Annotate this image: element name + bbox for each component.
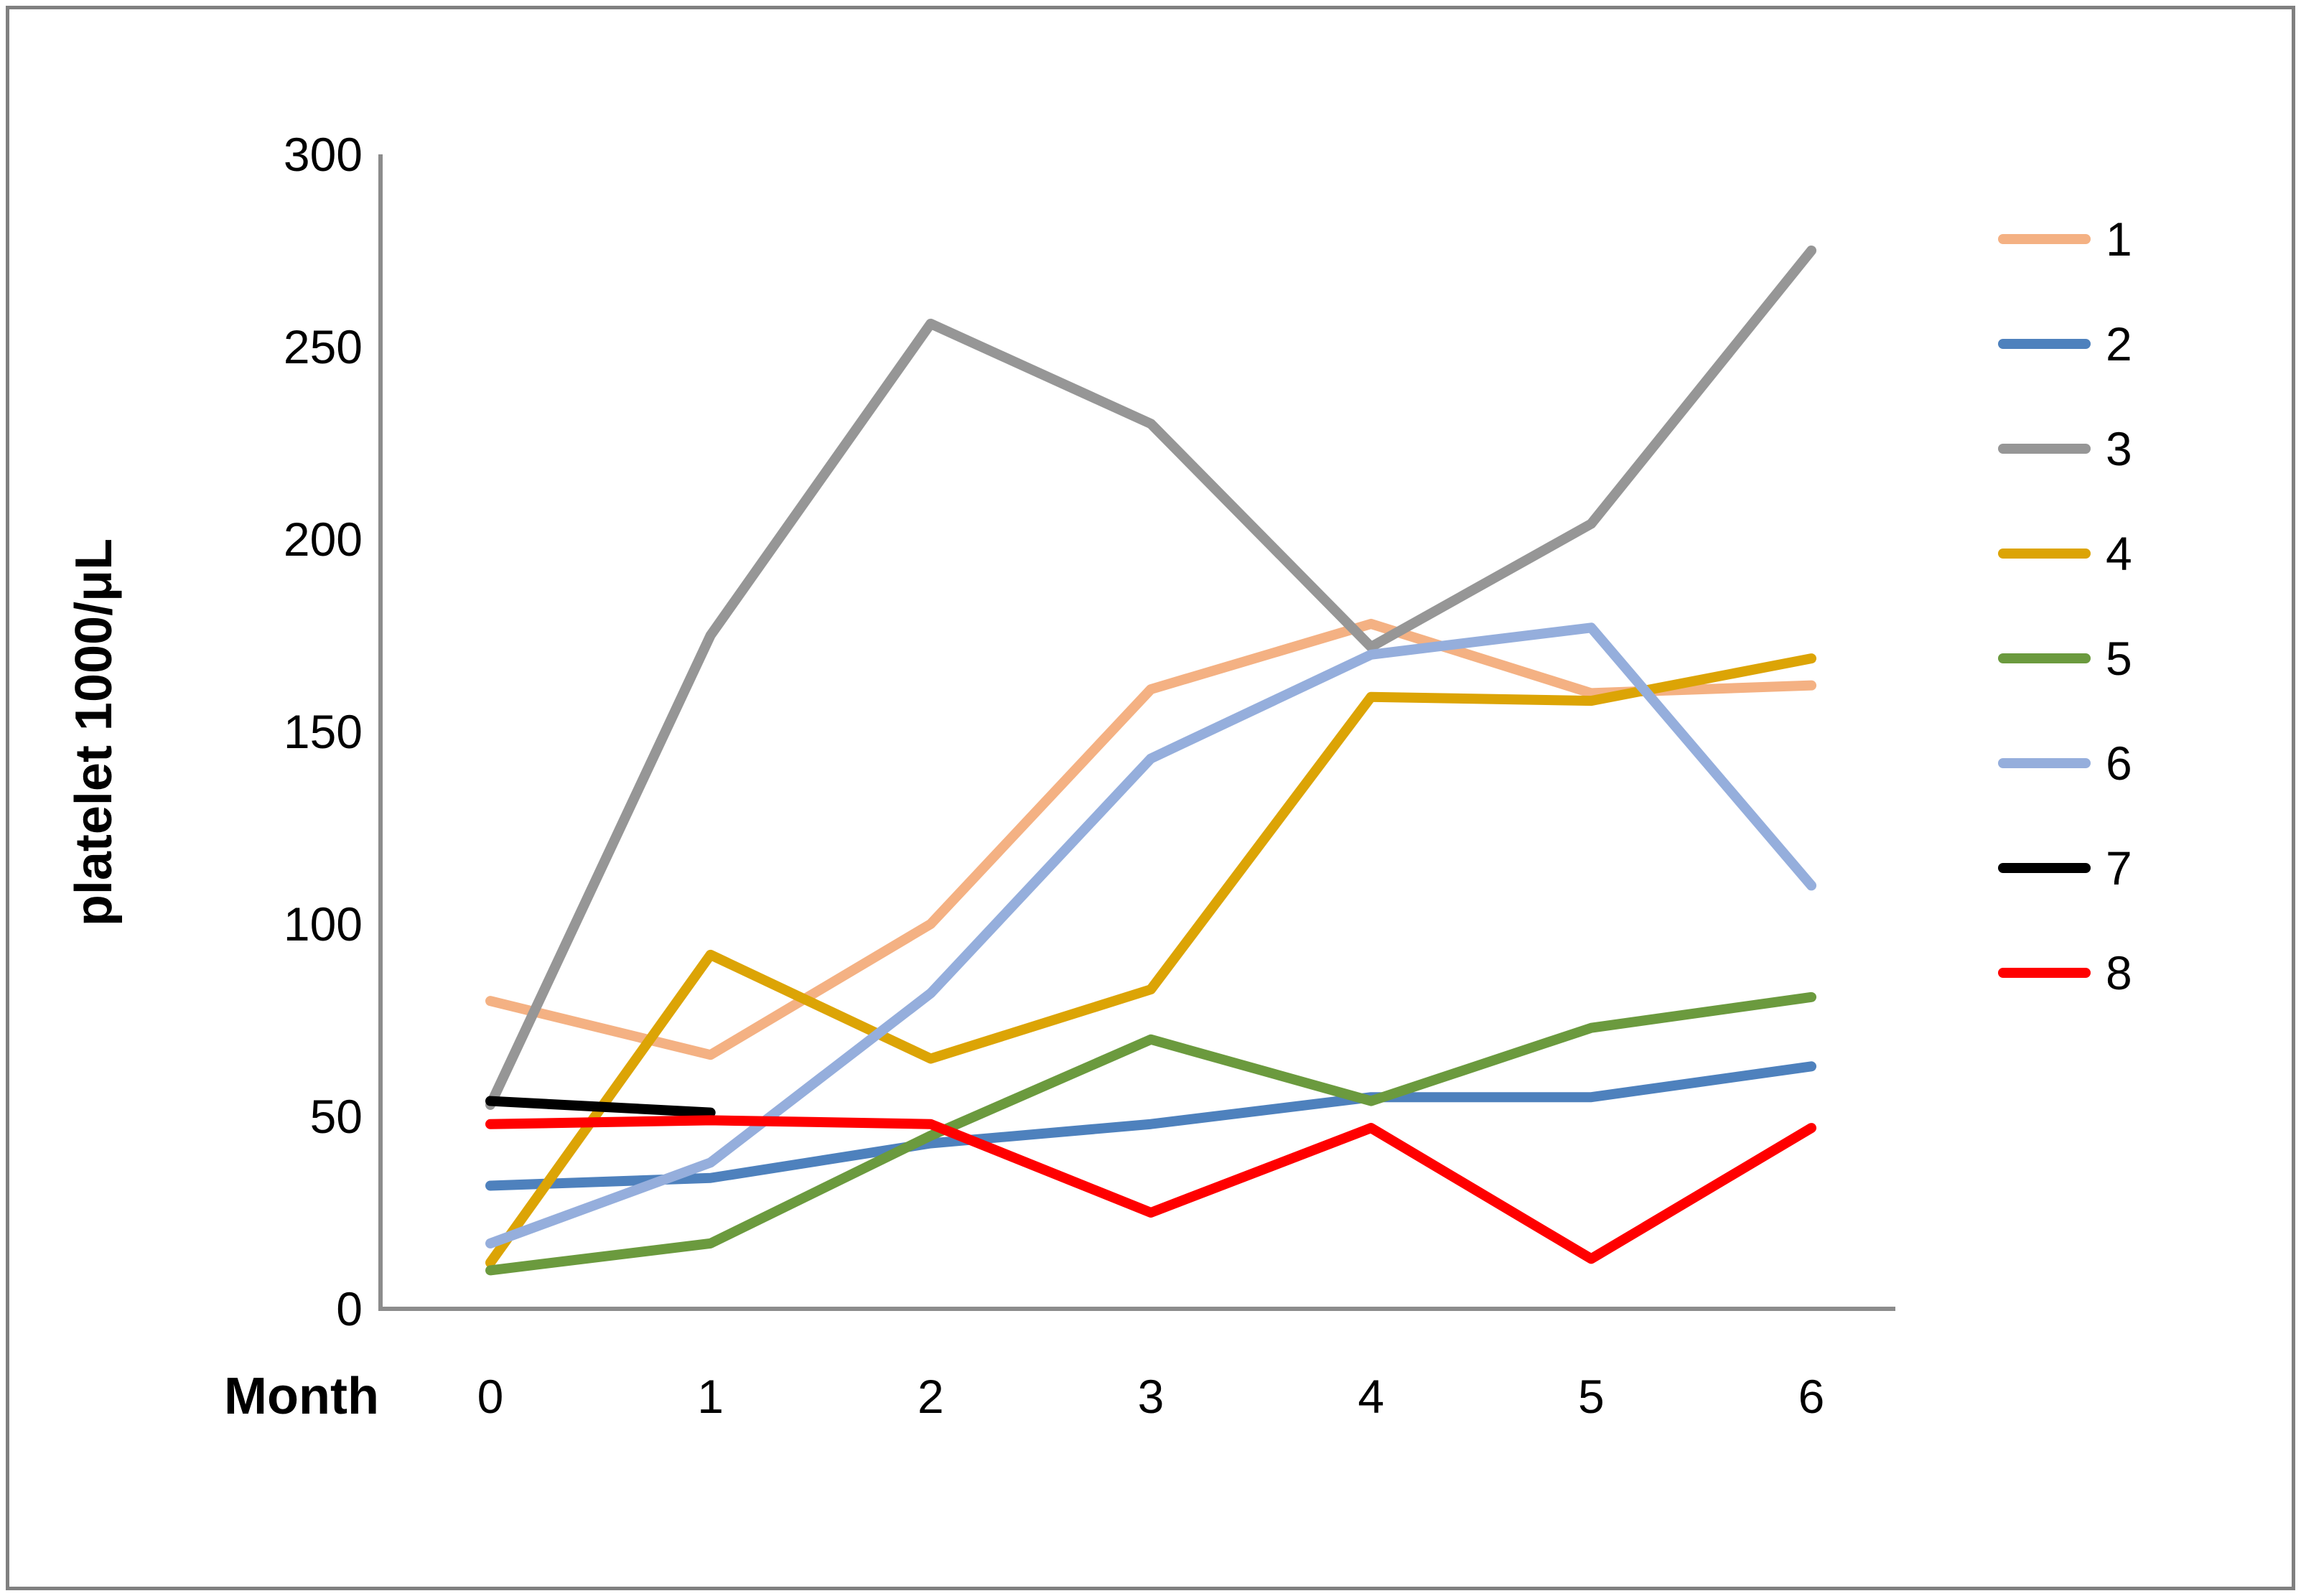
legend-item-1: 1 bbox=[1998, 213, 2132, 266]
y-tick-label: 200 bbox=[284, 513, 363, 566]
series-line-5 bbox=[485, 991, 1817, 1276]
legend-item-2: 2 bbox=[1998, 317, 2132, 370]
x-tick-label: 6 bbox=[1798, 1370, 1825, 1423]
x-tick-label: 5 bbox=[1578, 1370, 1605, 1423]
legend-label-2: 2 bbox=[2106, 317, 2132, 370]
series-line-7 bbox=[485, 1096, 716, 1118]
legend: 1 2 3 4 5 6 7 8 bbox=[1998, 213, 2132, 999]
y-tick-label: 50 bbox=[310, 1090, 363, 1143]
legend-label-5: 5 bbox=[2106, 632, 2132, 685]
series-line-6 bbox=[485, 622, 1817, 1249]
legend-item-4: 4 bbox=[1998, 527, 2132, 580]
x-tick-label: 1 bbox=[697, 1370, 724, 1423]
series-lines bbox=[485, 246, 1817, 1276]
legend-label-4: 4 bbox=[2106, 527, 2132, 580]
legend-item-8: 8 bbox=[1998, 946, 2132, 999]
axis-lines bbox=[378, 154, 1895, 1311]
legend-item-7: 7 bbox=[1998, 841, 2132, 895]
x-axis-title: Month bbox=[224, 1368, 379, 1425]
x-tick-label: 0 bbox=[477, 1370, 504, 1423]
y-axis-tick-labels: 0 50 100 150 200 250 300 bbox=[284, 128, 363, 1335]
legend-label-7: 7 bbox=[2106, 841, 2132, 895]
series-line-3 bbox=[485, 246, 1817, 1110]
y-tick-label: 300 bbox=[284, 128, 363, 181]
legend-label-8: 8 bbox=[2106, 946, 2132, 999]
legend-item-6: 6 bbox=[1998, 737, 2132, 790]
x-axis-tick-labels: 0 1 2 3 4 5 6 bbox=[477, 1370, 1825, 1423]
legend-item-5: 5 bbox=[1998, 632, 2132, 685]
series-line-1 bbox=[485, 618, 1817, 1060]
legend-label-6: 6 bbox=[2106, 737, 2132, 790]
x-tick-label: 4 bbox=[1358, 1370, 1384, 1423]
series-line-4 bbox=[485, 653, 1817, 1268]
legend-label-3: 3 bbox=[2106, 422, 2132, 475]
y-axis-title: platelet 1000/μL bbox=[65, 538, 123, 926]
series-line-8 bbox=[485, 1115, 1817, 1264]
y-tick-label: 100 bbox=[284, 897, 363, 951]
y-tick-label: 150 bbox=[284, 705, 363, 758]
legend-label-1: 1 bbox=[2106, 213, 2132, 266]
y-tick-label: 250 bbox=[284, 320, 363, 373]
y-tick-label: 0 bbox=[336, 1282, 363, 1335]
series-line-2 bbox=[485, 1061, 1817, 1191]
legend-item-3: 3 bbox=[1998, 422, 2132, 475]
x-tick-label: 3 bbox=[1138, 1370, 1164, 1423]
x-tick-label: 2 bbox=[918, 1370, 944, 1423]
